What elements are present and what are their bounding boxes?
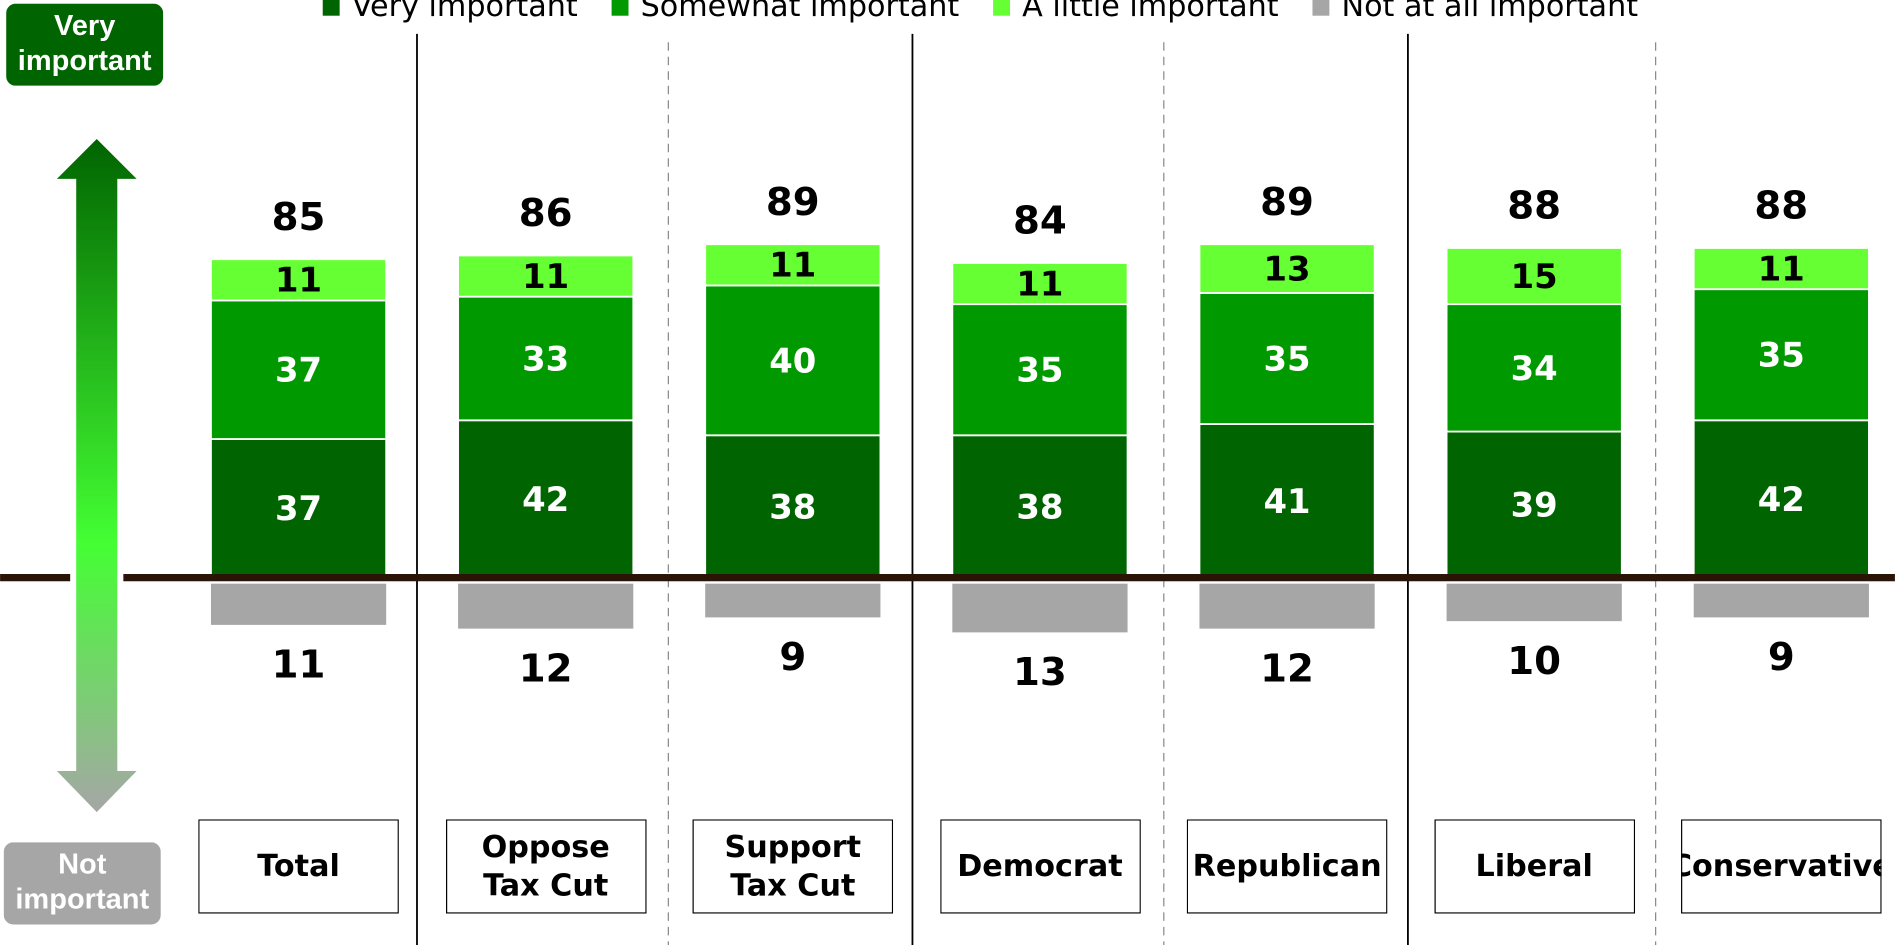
bottom-total-label: 13 bbox=[1013, 650, 1067, 695]
legend-swatch bbox=[322, 0, 340, 16]
segment-label: 38 bbox=[769, 487, 816, 526]
category-label: Support Tax Cut bbox=[692, 819, 894, 914]
category-box: Total bbox=[198, 819, 399, 914]
top-total-label: 84 bbox=[1013, 199, 1067, 244]
category-label: Total bbox=[198, 819, 399, 914]
segment-label: 37 bbox=[275, 489, 322, 528]
legend-swatch bbox=[611, 0, 629, 16]
legend-swatch bbox=[993, 0, 1011, 16]
segment-label: 34 bbox=[1511, 349, 1558, 388]
top-total-label: 88 bbox=[1754, 184, 1808, 229]
legend-label: Somewhat important bbox=[641, 0, 960, 24]
category-label: Liberal bbox=[1433, 819, 1635, 914]
bar-segment bbox=[210, 438, 388, 579]
bar-segment bbox=[1198, 292, 1376, 425]
category-label: Conservative bbox=[1681, 819, 1882, 914]
top-label-box: Very important bbox=[6, 3, 164, 86]
category-label: Democrat bbox=[939, 819, 1141, 914]
bar-segment bbox=[952, 583, 1128, 633]
bottom-total-label: 12 bbox=[1260, 646, 1314, 691]
segment-label: 39 bbox=[1511, 486, 1558, 525]
segment-label: 11 bbox=[769, 246, 816, 285]
scale-arrow bbox=[56, 138, 137, 813]
separators bbox=[416, 33, 1657, 945]
bottom-label: Not important bbox=[3, 842, 161, 925]
category-box: Democrat bbox=[939, 819, 1141, 914]
top-total-label: 85 bbox=[272, 195, 326, 240]
bar-segment bbox=[1692, 288, 1870, 422]
segment-label: 37 bbox=[275, 351, 322, 390]
bar-segment bbox=[1199, 583, 1375, 629]
segment-label: 41 bbox=[1264, 482, 1311, 521]
segment-label: 11 bbox=[275, 261, 322, 300]
bar-segment bbox=[210, 299, 388, 440]
bar-segment bbox=[1198, 423, 1376, 579]
category-label: Oppose Tax Cut bbox=[445, 819, 646, 914]
category-box: Republican bbox=[1186, 819, 1388, 914]
bar-segment bbox=[1446, 583, 1622, 622]
legend-label: Not at all important bbox=[1341, 0, 1638, 24]
top-total-label: 86 bbox=[519, 191, 573, 236]
category-box: Liberal bbox=[1433, 819, 1635, 914]
bar-segment bbox=[1445, 247, 1623, 306]
bottom-total-label: 10 bbox=[1507, 639, 1561, 684]
bar-segment bbox=[458, 583, 634, 629]
bottom-label-box: Not important bbox=[3, 842, 161, 925]
bar-segment bbox=[951, 262, 1129, 306]
bottom-total-label: 12 bbox=[519, 646, 573, 691]
bar-segment bbox=[1445, 303, 1623, 433]
bar-segment bbox=[1445, 430, 1623, 579]
segment-label: 35 bbox=[1758, 336, 1805, 375]
bar-segment bbox=[704, 243, 882, 287]
segment-label: 42 bbox=[522, 480, 569, 519]
bar-segment bbox=[210, 258, 388, 302]
bar-segment bbox=[1692, 419, 1870, 579]
segment-label: 42 bbox=[1758, 480, 1805, 519]
legend-label: A little important bbox=[1022, 0, 1279, 24]
legend-swatch bbox=[1312, 0, 1330, 16]
bar-segment bbox=[210, 583, 387, 625]
segment-label: 11 bbox=[1016, 264, 1063, 303]
bottom-total-label: 9 bbox=[779, 635, 806, 680]
segment-label: 13 bbox=[1264, 249, 1311, 288]
bar-segment bbox=[705, 583, 881, 618]
bar-segment bbox=[1198, 243, 1376, 294]
bar-segment bbox=[1693, 583, 1869, 618]
baseline bbox=[0, 574, 71, 582]
segment-label: 35 bbox=[1264, 339, 1311, 378]
top-total-label: 89 bbox=[766, 180, 820, 225]
bottom-total-label: 9 bbox=[1768, 635, 1795, 680]
category-box: Support Tax Cut bbox=[692, 819, 894, 914]
top-total-label: 89 bbox=[1260, 180, 1314, 225]
segment-label: 40 bbox=[769, 341, 816, 380]
top-label: Very important bbox=[6, 3, 164, 86]
segment-label: 15 bbox=[1511, 257, 1558, 296]
bar-segment bbox=[704, 284, 882, 437]
bottom-total-label: 11 bbox=[272, 643, 326, 688]
bar-segment bbox=[1692, 247, 1870, 291]
category-label: Republican bbox=[1186, 819, 1388, 914]
segment-label: 33 bbox=[522, 339, 569, 378]
bar-segment bbox=[951, 303, 1129, 437]
segment-label: 11 bbox=[522, 257, 569, 296]
legend-label: Very important bbox=[352, 0, 578, 24]
segment-label: 35 bbox=[1016, 351, 1063, 390]
segment-label: 11 bbox=[1758, 249, 1805, 288]
bar-segment bbox=[704, 434, 882, 579]
bar-segment bbox=[951, 434, 1129, 579]
bar-segment bbox=[457, 254, 635, 298]
baseline bbox=[123, 574, 1895, 582]
segment-label: 38 bbox=[1016, 487, 1063, 526]
category-box: Conservative bbox=[1681, 819, 1882, 914]
top-total-label: 88 bbox=[1507, 184, 1561, 229]
category-box: Oppose Tax Cut bbox=[445, 819, 646, 914]
